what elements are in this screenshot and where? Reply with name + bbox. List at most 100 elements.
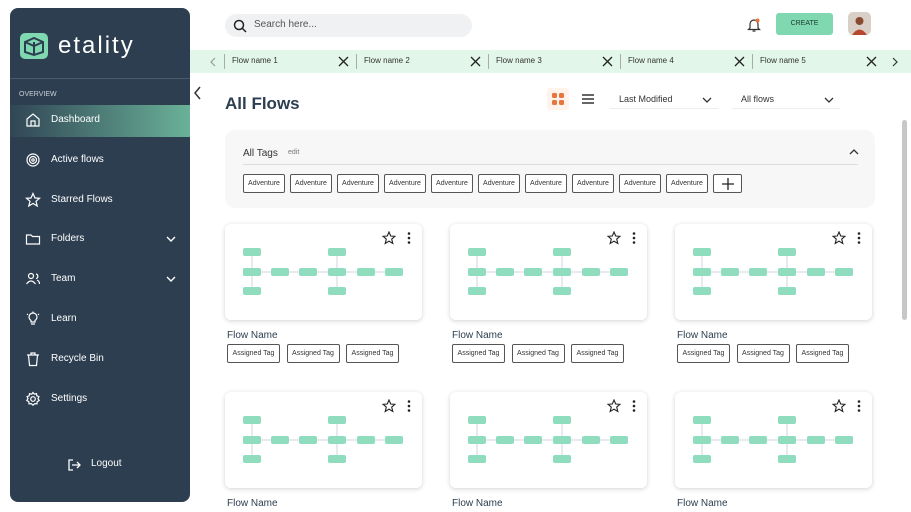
logout-icon [68,459,81,471]
tab-close [602,56,613,67]
page-title: All Flows [225,94,300,113]
grid-view-button[interactable] [547,88,569,110]
tab-close [866,56,877,67]
flow-card[interactable] [675,392,872,488]
more-icon [857,400,861,412]
star-icon [382,231,396,245]
tab[interactable]: Flow name 4 [628,56,674,65]
tab-divider [752,54,753,69]
sort-label: Last Modified [619,94,673,104]
assigned-tag[interactable]: Assigned Tag [452,344,505,363]
more-icon [857,232,861,244]
flow-diagram [243,416,403,463]
tag-chip[interactable]: Adventure [572,174,614,193]
nav-item[interactable]: Dashboard [51,114,100,125]
assigned-tag[interactable]: Assigned Tag [286,344,340,363]
assigned-tag[interactable]: Assigned Tag [796,344,849,363]
tab-close [470,56,481,67]
tab-divider [356,54,357,69]
search-box[interactable]: Search here... [225,14,472,37]
logout[interactable]: Logout [91,458,122,469]
more-icon [407,400,411,412]
nav-icon [25,391,41,406]
tab[interactable]: Flow name 1 [232,56,278,65]
flow-name: Flow Name [677,498,728,509]
star-icon [607,399,621,413]
tag-chip[interactable]: Adventure [290,174,332,193]
nav-item[interactable]: Recycle Bin [51,352,104,364]
tag-chip[interactable]: Adventure [337,174,379,193]
nav-icon [26,113,40,127]
tab-strip: Flow name 1 Flow name 2 Flow name 3 Flow na… [190,50,911,73]
plus-icon [722,178,734,190]
tags-edit[interactable]: edit [288,149,300,156]
avatar[interactable] [848,12,871,35]
nav-item[interactable]: Starred Flows [51,193,113,205]
nav-icon [25,234,41,245]
tab-close [338,56,349,67]
flow-diagram [468,416,628,463]
sidebar: etality OVERVIEW Logout Dashboard Active … [10,8,190,502]
list-view-button[interactable] [581,92,595,106]
tag-chip[interactable]: Adventure [431,174,473,193]
nav-item[interactable]: Team [51,273,76,285]
flow-card[interactable] [225,392,422,488]
bell-icon[interactable] [747,17,761,33]
tab-divider [620,54,621,69]
nav-active-highlight [10,105,190,137]
add-tag-button[interactable] [713,174,742,193]
section-label: OVERVIEW [19,91,57,98]
tab[interactable]: Flow name 3 [496,56,542,65]
brand: etality [58,32,135,59]
scrollbar[interactable] [902,120,907,320]
flow-diagram [468,248,628,295]
tab-close [734,56,745,67]
flow-name: Flow Name [452,330,503,341]
tag-chip[interactable]: Adventure [666,174,708,193]
flow-card[interactable] [450,224,647,320]
nav-icon [25,191,41,207]
sort-dropdown[interactable]: Last Modified [610,90,718,109]
star-icon [832,399,846,413]
filter-label: All flows [741,94,775,104]
tab[interactable]: Flow name 2 [364,56,410,65]
assigned-tag[interactable]: Assigned Tag [736,344,790,363]
tag-chip[interactable]: Adventure [525,174,567,193]
flow-card[interactable] [675,224,872,320]
flow-diagram [693,248,853,295]
nav-item[interactable]: Learn [51,313,77,324]
flow-diagram [693,416,853,463]
flow-card[interactable] [225,224,422,320]
star-icon [832,231,846,245]
tags-panel: All Tags edit Adventure Adventure Adventur… [225,130,875,208]
divider [10,78,190,79]
tab-divider [488,54,489,69]
collapse-button[interactable] [190,78,206,108]
tab[interactable]: Flow name 5 [760,56,806,65]
search-placeholder: Search here... [254,19,317,30]
flow-card[interactable] [450,392,647,488]
assigned-tag[interactable]: Assigned Tag [677,344,730,363]
assigned-tag[interactable]: Assigned Tag [346,344,399,363]
create-button[interactable]: CREATE [776,13,833,35]
nav-icon [26,311,40,325]
tag-chip[interactable]: Adventure [619,174,661,193]
more-icon [407,232,411,244]
nav-item[interactable]: Active flows [51,153,104,165]
filter-dropdown[interactable]: All flows [732,90,840,109]
nav-item[interactable]: Folders [51,233,85,245]
nav-item[interactable]: Settings [51,392,88,404]
assigned-tag[interactable]: Assigned Tag [511,344,565,363]
assigned-tag[interactable]: Assigned Tag [227,344,280,363]
tag-chip[interactable]: Adventure [384,174,426,193]
divider [243,164,858,165]
flow-name: Flow Name [677,330,728,341]
tag-chip[interactable]: Adventure [243,174,285,193]
tag-chip[interactable]: Adventure [478,174,520,193]
nav-icon [26,153,40,167]
assigned-tag[interactable]: Assigned Tag [571,344,624,363]
flow-name: Flow Name [452,498,503,509]
flow-name: Flow Name [227,498,278,509]
nav-chevron [166,276,176,283]
